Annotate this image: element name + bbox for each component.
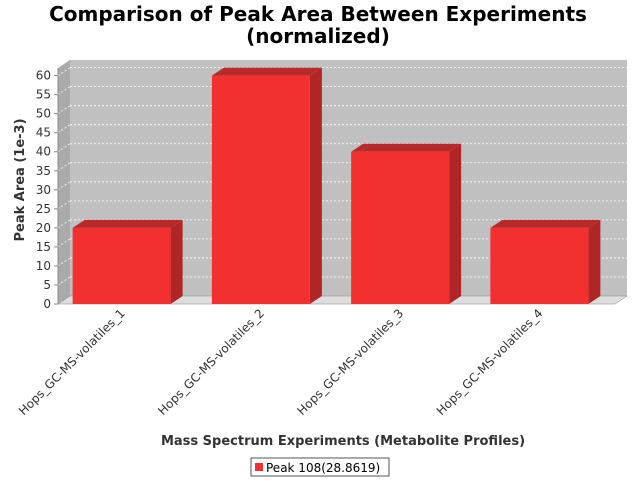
bar-front <box>490 227 589 304</box>
gridline <box>57 257 71 267</box>
gridline <box>57 200 71 210</box>
y-axis-label: Peak Area (1e-3) <box>13 118 28 241</box>
y-tick-label: 30 <box>36 183 51 197</box>
gridline <box>57 67 71 76</box>
y-tick-label: 35 <box>36 164 51 178</box>
bar-front <box>211 75 310 304</box>
plot-left-wall <box>58 60 70 304</box>
y-tick-label: 20 <box>36 221 51 235</box>
bar-top <box>211 67 322 76</box>
chart-title-line1: Comparison of Peak Area Between Experime… <box>49 2 587 26</box>
x-axis: Hops_GC-MS-volatiles_1 Hops_GC-MS-volatil… <box>16 306 545 418</box>
gridline <box>57 86 71 95</box>
gridline <box>57 162 71 172</box>
bar <box>351 143 462 304</box>
y-axis: 0 5 10 15 20 25 30 35 40 45 50 55 60 <box>36 68 59 311</box>
y-tick-label: 50 <box>36 107 51 121</box>
gridline <box>57 105 71 115</box>
legend-swatch <box>255 463 263 471</box>
chart-title-line2: (normalized) <box>246 24 390 48</box>
y-tick-label: 5 <box>43 278 51 292</box>
x-tick-label: Hops_GC-MS-volatiles_2 <box>155 306 267 418</box>
bar-side <box>170 219 183 304</box>
y-tick-label: 60 <box>36 69 51 83</box>
bar-top <box>351 143 462 152</box>
y-tick-label: 45 <box>36 126 51 140</box>
legend-box <box>250 457 390 477</box>
gridline <box>57 276 71 286</box>
y-tick-label: 40 <box>36 145 51 159</box>
bar-front <box>72 227 171 304</box>
bar <box>211 67 322 304</box>
x-tick-label: Hops_GC-MS-volatiles_4 <box>434 306 546 418</box>
bars <box>72 67 601 304</box>
x-tick-label: Hops_GC-MS-volatiles_1 <box>16 306 128 418</box>
gridline <box>57 219 71 229</box>
y-tick-label: 0 <box>43 297 51 311</box>
bar-side <box>449 143 462 304</box>
gridline <box>57 124 71 134</box>
gridline <box>57 181 71 191</box>
legend: Peak 108(28.8619) <box>250 457 390 477</box>
y-tick-label: 25 <box>36 202 51 216</box>
y-tick-label: 55 <box>36 88 51 102</box>
x-tick-label: Hops_GC-MS-volatiles_3 <box>295 306 407 418</box>
bar <box>490 219 601 304</box>
bar-front <box>351 151 450 304</box>
gridline <box>57 238 71 248</box>
x-axis-label: Mass Spectrum Experiments (Metabolite Pr… <box>161 434 525 449</box>
gridline <box>57 143 71 153</box>
y-tick-label: 10 <box>36 259 51 273</box>
bar <box>72 219 183 304</box>
y-tick-label: 15 <box>36 240 51 254</box>
bar-top <box>490 219 601 228</box>
legend-label: Peak 108(28.8619) <box>266 461 380 475</box>
bar-side <box>588 219 601 304</box>
bar-top <box>72 219 183 228</box>
bar-side <box>309 67 322 304</box>
